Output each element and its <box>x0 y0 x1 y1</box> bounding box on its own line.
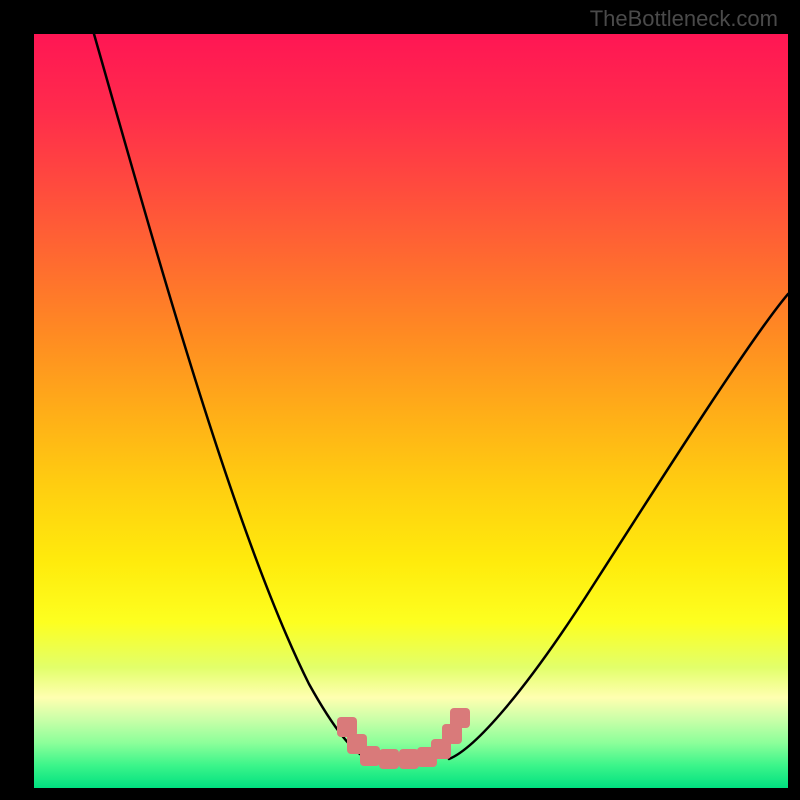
watermark-text: TheBottleneck.com <box>590 6 778 32</box>
curve-right-branch <box>449 294 788 759</box>
plot-area <box>34 34 788 788</box>
marker-point <box>399 749 419 769</box>
marker-point <box>379 749 399 769</box>
marker-point <box>450 708 470 728</box>
marker-point <box>360 746 380 766</box>
curve-left-branch <box>94 34 369 759</box>
bottleneck-curve <box>34 34 788 788</box>
